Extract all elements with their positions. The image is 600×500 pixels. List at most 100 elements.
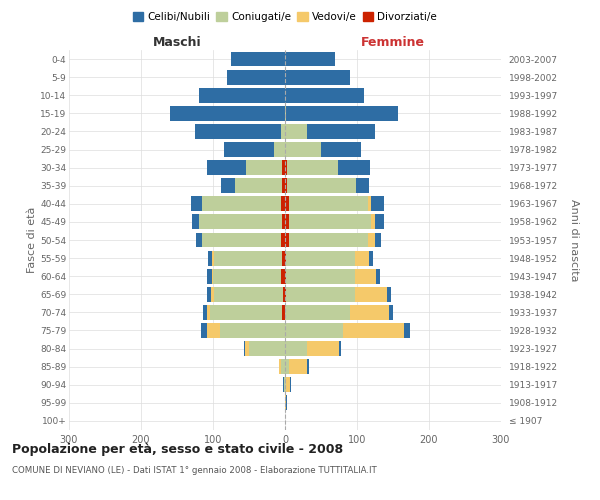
Bar bbox=[285, 396, 286, 410]
Bar bbox=[307, 124, 375, 139]
Bar bbox=[286, 396, 287, 410]
Bar bbox=[285, 232, 289, 248]
Bar bbox=[208, 250, 212, 266]
Text: COMUNE DI NEVIANO (LE) - Dati ISTAT 1° gennaio 2008 - Elaborazione TUTTITALIA.IT: COMUNE DI NEVIANO (LE) - Dati ISTAT 1° g… bbox=[12, 466, 377, 475]
Bar bbox=[285, 196, 289, 211]
Text: Maschi: Maschi bbox=[152, 36, 202, 49]
Bar bbox=[285, 88, 364, 102]
Bar bbox=[214, 250, 282, 266]
Bar bbox=[244, 341, 245, 356]
Bar bbox=[212, 250, 214, 266]
Bar bbox=[249, 341, 285, 356]
Bar bbox=[285, 124, 307, 139]
Bar bbox=[404, 323, 410, 338]
Bar bbox=[285, 323, 343, 338]
Bar bbox=[338, 160, 370, 175]
Bar bbox=[235, 178, 282, 193]
Y-axis label: Anni di nascita: Anni di nascita bbox=[569, 198, 579, 281]
Bar bbox=[210, 305, 282, 320]
Bar bbox=[286, 378, 290, 392]
Bar bbox=[285, 378, 286, 392]
Bar bbox=[246, 160, 282, 175]
Bar bbox=[285, 178, 287, 193]
Bar bbox=[282, 160, 285, 175]
Bar bbox=[214, 287, 283, 302]
Bar bbox=[375, 232, 381, 248]
Bar bbox=[389, 305, 393, 320]
Bar bbox=[289, 359, 307, 374]
Bar bbox=[307, 341, 339, 356]
Bar bbox=[290, 378, 292, 392]
Bar bbox=[221, 178, 235, 193]
Bar bbox=[285, 106, 286, 121]
Bar bbox=[203, 305, 206, 320]
Bar bbox=[281, 196, 285, 211]
Bar bbox=[307, 359, 309, 374]
Bar bbox=[350, 305, 389, 320]
Bar bbox=[355, 269, 376, 283]
Bar bbox=[368, 232, 375, 248]
Bar bbox=[286, 106, 398, 121]
Bar bbox=[196, 232, 202, 248]
Bar bbox=[206, 305, 210, 320]
Text: Popolazione per età, sesso e stato civile - 2008: Popolazione per età, sesso e stato civil… bbox=[12, 442, 343, 456]
Bar bbox=[279, 359, 281, 374]
Bar bbox=[286, 287, 355, 302]
Bar bbox=[282, 305, 285, 320]
Bar bbox=[207, 287, 211, 302]
Y-axis label: Fasce di età: Fasce di età bbox=[27, 207, 37, 273]
Bar bbox=[202, 232, 281, 248]
Bar bbox=[202, 323, 207, 338]
Bar bbox=[224, 142, 274, 157]
Bar bbox=[283, 378, 284, 392]
Bar bbox=[287, 160, 338, 175]
Bar bbox=[199, 214, 282, 230]
Bar bbox=[282, 214, 285, 230]
Bar bbox=[368, 196, 371, 211]
Bar bbox=[355, 287, 387, 302]
Bar bbox=[371, 214, 375, 230]
Bar bbox=[227, 70, 285, 84]
Bar bbox=[289, 214, 371, 230]
Bar bbox=[289, 196, 368, 211]
Bar bbox=[245, 341, 249, 356]
Bar bbox=[375, 214, 383, 230]
Bar bbox=[170, 106, 285, 121]
Bar bbox=[192, 214, 199, 230]
Bar bbox=[286, 250, 355, 266]
Bar bbox=[206, 160, 246, 175]
Bar bbox=[285, 214, 289, 230]
Bar bbox=[369, 250, 373, 266]
Bar bbox=[284, 378, 285, 392]
Bar bbox=[281, 232, 285, 248]
Bar bbox=[231, 52, 285, 66]
Legend: Celibi/Nubili, Coniugati/e, Vedovi/e, Divorziati/e: Celibi/Nubili, Coniugati/e, Vedovi/e, Di… bbox=[128, 8, 442, 26]
Bar bbox=[191, 196, 202, 211]
Bar bbox=[285, 305, 350, 320]
Bar bbox=[343, 323, 404, 338]
Bar bbox=[289, 232, 368, 248]
Bar bbox=[321, 142, 361, 157]
Bar bbox=[287, 178, 356, 193]
Text: Femmine: Femmine bbox=[361, 36, 425, 49]
Bar bbox=[283, 287, 285, 302]
Bar bbox=[282, 178, 285, 193]
Bar bbox=[212, 269, 213, 283]
Bar bbox=[207, 323, 220, 338]
Bar bbox=[207, 269, 212, 283]
Bar bbox=[278, 359, 279, 374]
Bar bbox=[376, 269, 380, 283]
Bar bbox=[211, 287, 214, 302]
Bar bbox=[285, 142, 321, 157]
Bar bbox=[285, 250, 286, 266]
Bar bbox=[281, 124, 285, 139]
Bar bbox=[285, 70, 350, 84]
Bar bbox=[339, 341, 341, 356]
Bar bbox=[355, 250, 369, 266]
Bar bbox=[285, 52, 335, 66]
Bar bbox=[356, 178, 368, 193]
Bar bbox=[285, 269, 286, 283]
Bar bbox=[281, 359, 285, 374]
Bar bbox=[387, 287, 391, 302]
Bar bbox=[285, 359, 289, 374]
